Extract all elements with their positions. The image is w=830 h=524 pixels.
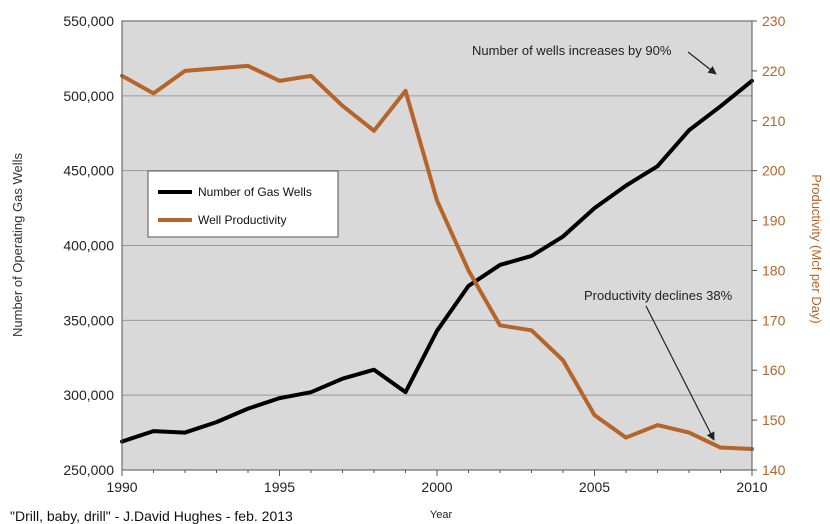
right-tick-label: 150 bbox=[762, 412, 786, 428]
series-line-well-productivity bbox=[120, 63, 754, 452]
annotation-wells-arrow bbox=[687, 51, 717, 75]
right-tick-label: 210 bbox=[762, 113, 786, 129]
left-tick-label: 450,000 bbox=[63, 163, 114, 179]
right-tick-label: 180 bbox=[762, 262, 786, 278]
legend-label-productivity: Well Productivity bbox=[198, 213, 286, 227]
x-tick-label: 2010 bbox=[736, 479, 767, 495]
left-tick-label: 350,000 bbox=[63, 312, 114, 328]
footer-credit: "Drill, baby, drill" - J.David Hughes - … bbox=[10, 508, 293, 524]
right-axis-ticks: 140 150 160 170 180 190 200 210 220 230 bbox=[752, 13, 786, 478]
annotation-productivity-decline: Productivity declines 38% bbox=[584, 288, 733, 303]
legend-label-wells: Number of Gas Wells bbox=[198, 185, 312, 199]
right-tick-label: 170 bbox=[762, 312, 786, 328]
x-tick-label: 2000 bbox=[421, 479, 452, 495]
annotation-productivity-arrow bbox=[645, 305, 715, 441]
x-tick-label: 2005 bbox=[579, 479, 610, 495]
x-tick-label: 1995 bbox=[264, 479, 295, 495]
plot-border bbox=[121, 20, 753, 471]
x-tick-label: 1990 bbox=[106, 479, 137, 495]
left-tick-label: 250,000 bbox=[63, 462, 114, 478]
annotation-wells-increase: Number of wells increases by 90% bbox=[472, 43, 672, 58]
series-group bbox=[120, 20, 754, 471]
right-tick-label: 230 bbox=[762, 13, 786, 29]
right-tick-label: 200 bbox=[762, 163, 786, 179]
left-axis-ticks: 250,000 300,000 350,000 400,000 450,000 500,0… bbox=[63, 13, 114, 478]
left-tick-label: 550,000 bbox=[63, 13, 114, 29]
legend: Number of Gas Wells Well Productivity bbox=[147, 170, 339, 238]
right-axis-title: Productivity (Mcf per Day) bbox=[809, 174, 824, 324]
right-tick-label: 190 bbox=[762, 213, 786, 229]
right-tick-label: 140 bbox=[762, 462, 786, 478]
left-axis-title: Number of Operating Gas Wells bbox=[10, 153, 25, 337]
left-tick-label: 400,000 bbox=[63, 238, 114, 254]
x-axis-ticks: 1990 1995 2000 2005 2010 bbox=[106, 470, 768, 495]
series-line-gas-wells bbox=[120, 78, 754, 444]
right-tick-label: 220 bbox=[762, 63, 786, 79]
x-axis-title: Year bbox=[430, 509, 453, 521]
right-tick-label: 160 bbox=[762, 362, 786, 378]
left-tick-label: 300,000 bbox=[63, 387, 114, 403]
left-tick-label: 500,000 bbox=[63, 88, 114, 104]
